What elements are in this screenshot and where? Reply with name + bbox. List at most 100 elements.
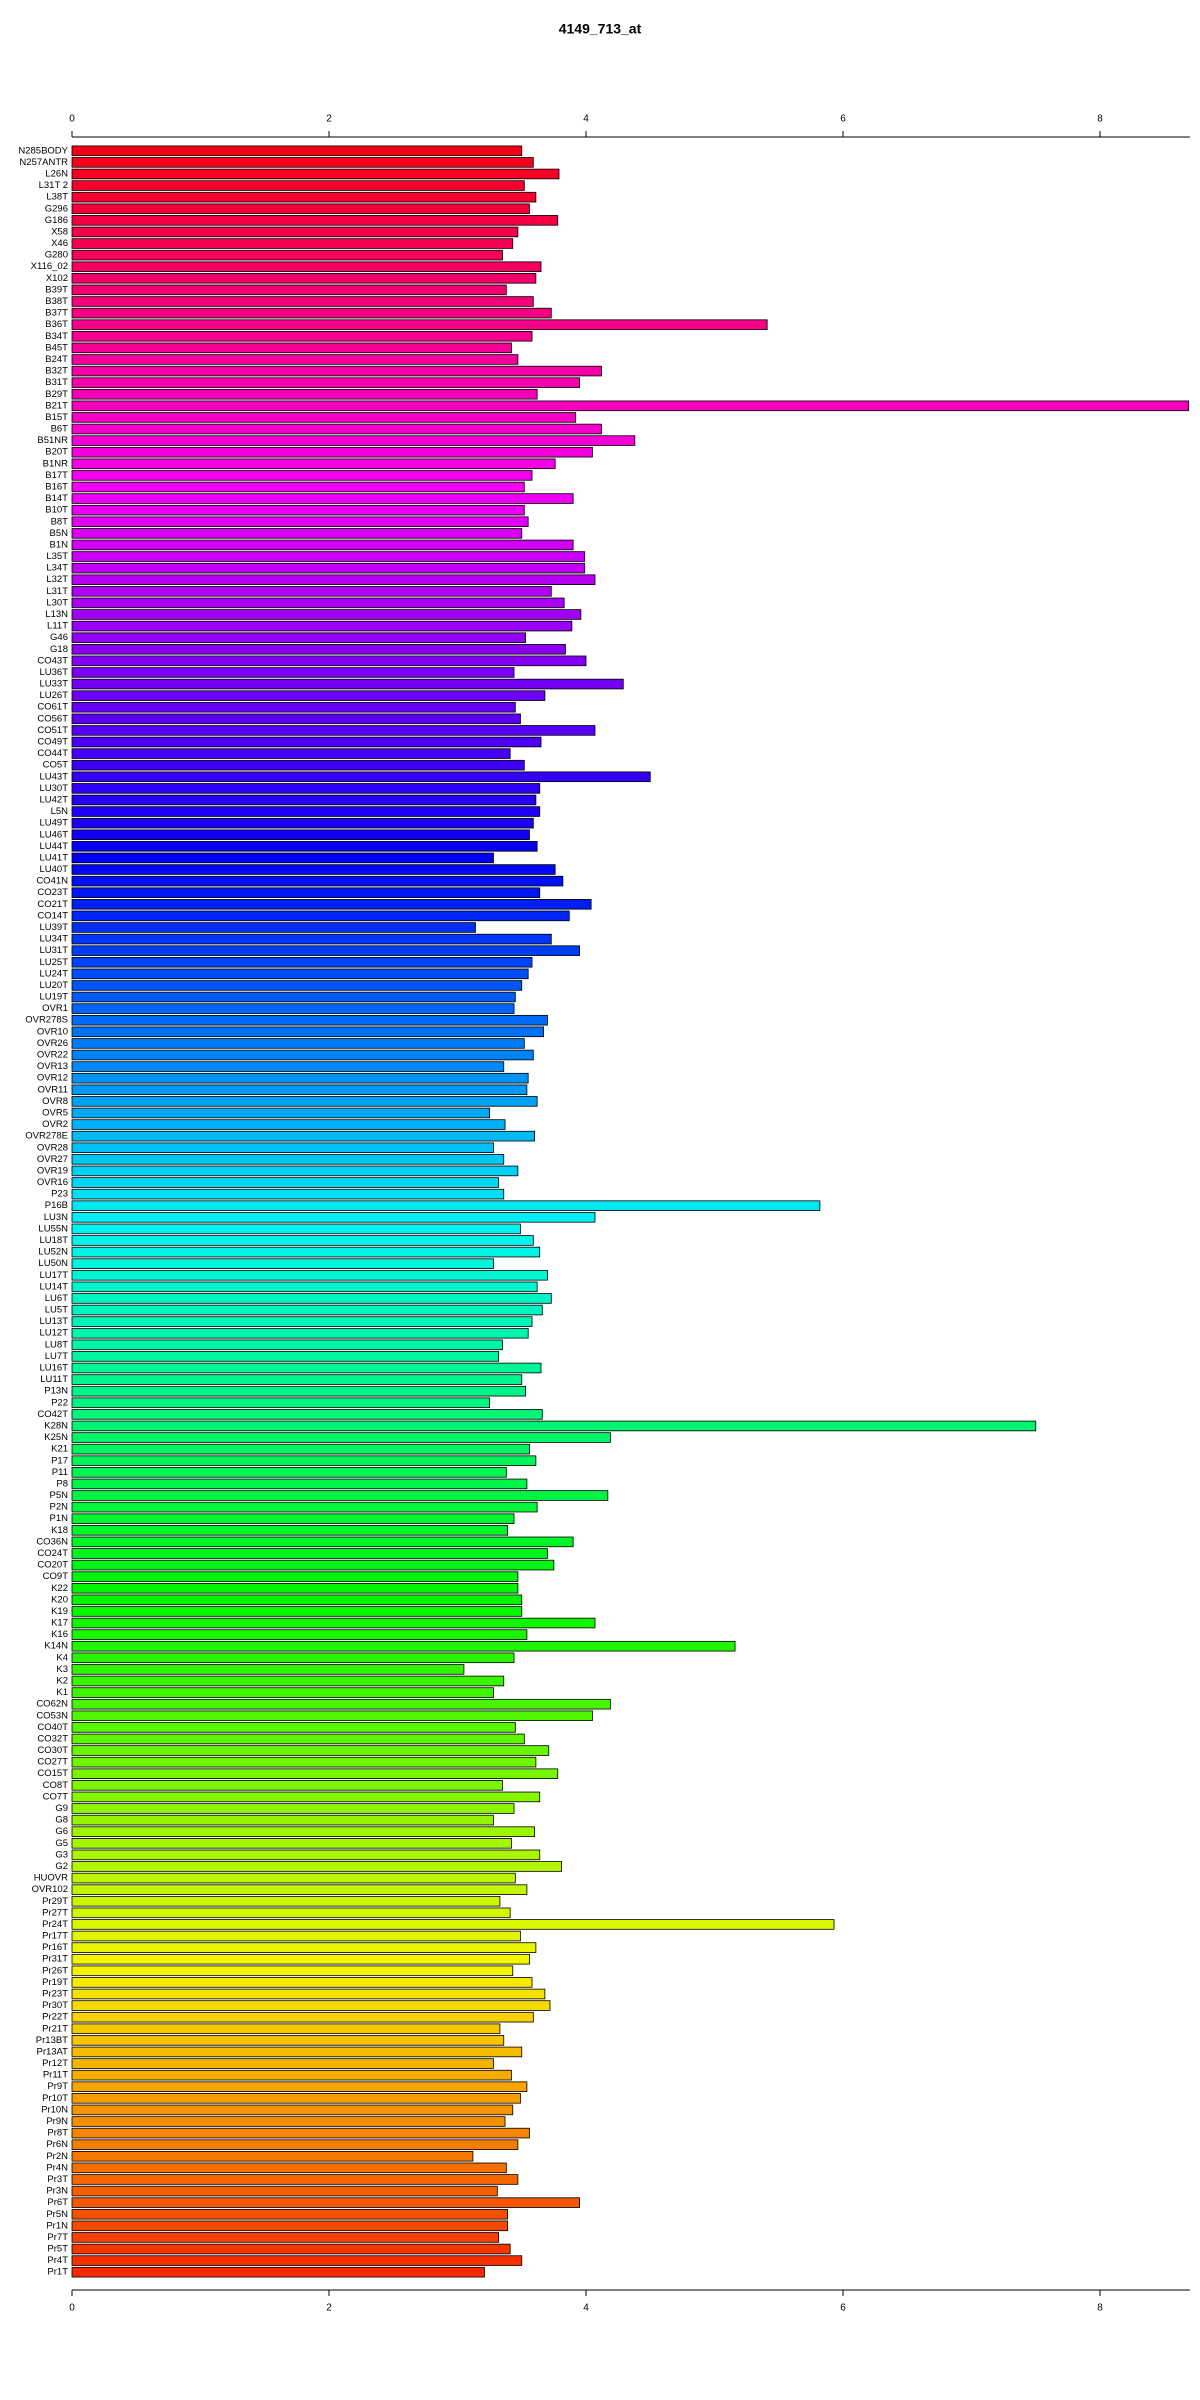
bar <box>71 1826 536 1837</box>
bar <box>71 2069 512 2081</box>
category-label: P22 <box>51 1397 68 1408</box>
bar <box>71 2035 505 2046</box>
x-tick-label: 2 <box>326 114 332 125</box>
category-label: CO23T <box>37 887 68 898</box>
bar <box>71 690 546 701</box>
category-label: B37T <box>45 308 68 319</box>
category-label: OVR13 <box>37 1061 68 1072</box>
category-label: B36T <box>45 319 68 330</box>
bar <box>71 1559 555 1571</box>
bar <box>71 1362 542 1374</box>
category-label: LU31T <box>39 945 68 956</box>
category-label: Pr5T <box>47 2244 68 2255</box>
category-label: LU7T <box>45 1351 68 1362</box>
category-label: K17 <box>51 1618 68 1629</box>
bar <box>71 2023 501 2035</box>
category-label: L32T <box>46 574 68 585</box>
category-label: B34T <box>45 331 68 342</box>
bar <box>71 1838 512 1849</box>
bar <box>71 1814 494 1826</box>
category-label: G3 <box>55 1849 68 1860</box>
bar <box>71 2151 474 2162</box>
category-label: OVR16 <box>37 1177 68 1188</box>
category-label: P13N <box>44 1386 68 1397</box>
category-label: Pr1N <box>46 2220 68 2231</box>
bar <box>71 1884 528 1895</box>
bar <box>71 2011 534 2023</box>
category-label: Pr8T <box>47 2128 68 2139</box>
bar <box>71 736 542 748</box>
bar <box>71 249 503 261</box>
bar <box>71 2208 509 2220</box>
bar <box>71 1246 541 1258</box>
category-label: OVR1 <box>42 1003 68 1014</box>
bar <box>71 1733 525 1745</box>
category-label: Pr6N <box>46 2139 68 2150</box>
category-label: OVR5 <box>42 1107 68 1118</box>
bar <box>71 956 533 968</box>
category-label: K25N <box>44 1432 68 1443</box>
bar <box>71 1351 500 1362</box>
category-label: OVR27 <box>37 1154 68 1165</box>
bar <box>71 388 538 400</box>
bar <box>71 493 574 504</box>
category-label: L31T 2 <box>39 180 68 191</box>
bar <box>71 829 530 841</box>
category-label: X116_02 <box>31 261 68 272</box>
bar <box>71 1038 525 1049</box>
category-label: G18 <box>50 644 68 655</box>
bar <box>71 470 533 481</box>
bar <box>71 1501 538 1513</box>
category-label: K3 <box>56 1664 68 1675</box>
category-label: OVR19 <box>37 1165 68 1176</box>
bar <box>71 1768 559 1779</box>
bar <box>71 1872 516 1884</box>
bar <box>71 945 580 956</box>
bar <box>71 1212 596 1223</box>
bar <box>71 2243 511 2255</box>
category-label: CO40T <box>37 1722 68 1733</box>
bar <box>71 1606 523 1617</box>
category-label: CO32T <box>37 1733 68 1744</box>
category-label: Pr4N <box>46 2162 68 2173</box>
category-label: Pr23T <box>42 1989 68 2000</box>
bar <box>71 1548 548 1559</box>
bar <box>71 1478 528 1490</box>
category-label: CO27T <box>37 1757 68 1768</box>
bar <box>71 597 565 609</box>
bar <box>71 1617 596 1629</box>
bar <box>71 1640 736 1652</box>
category-label: B16T <box>45 481 68 492</box>
category-label: Pr17T <box>42 1931 68 1942</box>
category-label: CO15T <box>37 1768 68 1779</box>
bar <box>71 1235 534 1246</box>
category-label: Pr31T <box>42 1954 68 1965</box>
category-label: G8 <box>55 1815 68 1826</box>
category-label: B8T <box>51 516 69 527</box>
bar <box>71 180 525 191</box>
category-label: B5N <box>50 528 69 539</box>
bar <box>71 2127 530 2139</box>
x-tick-label: 4 <box>583 2303 589 2314</box>
category-label: LU44T <box>39 841 68 852</box>
category-label: B20T <box>45 447 68 458</box>
category-label: LU55N <box>38 1223 68 1234</box>
category-label: N257ANTR <box>19 157 68 168</box>
category-label: HUOVR <box>34 1873 68 1884</box>
category-label: CO5T <box>43 760 69 771</box>
bar <box>71 1490 609 1501</box>
category-label: CO49T <box>37 737 68 748</box>
bar <box>71 2000 551 2011</box>
bar <box>71 1443 530 1455</box>
bar <box>71 725 596 736</box>
category-label: B15T <box>45 412 68 423</box>
bar <box>71 365 602 377</box>
category-label: L26N <box>45 168 68 179</box>
bar <box>71 852 494 864</box>
bar <box>71 516 529 528</box>
category-label: LU43T <box>39 771 68 782</box>
category-label: Pr30T <box>42 2000 68 2011</box>
category-label: LU36T <box>39 667 68 678</box>
bar <box>71 423 602 435</box>
